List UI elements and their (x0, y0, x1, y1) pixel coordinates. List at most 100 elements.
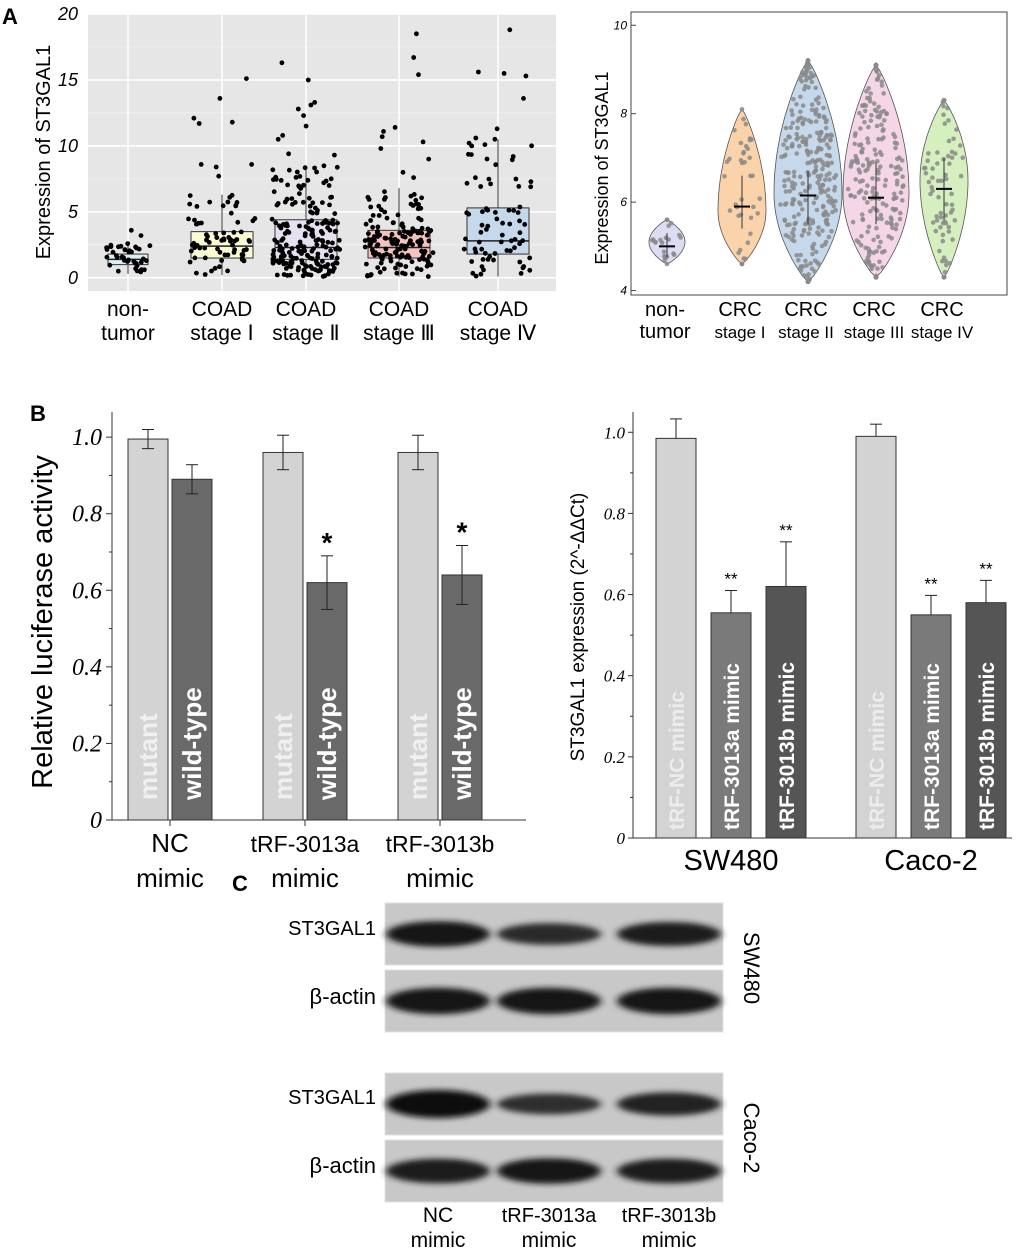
outlier-point (275, 136, 281, 142)
bars: mutant mutant mutant wild-type * wild-type * wi… (127, 428, 483, 821)
data-point (375, 224, 381, 230)
violin-point (942, 219, 947, 224)
data-point (294, 169, 300, 175)
violin-point (854, 156, 859, 162)
violin-point (784, 145, 790, 151)
violin-plot-chart: 4 6 8 10 non-tumor CRC stage I CRC stage II CRC s… (592, 11, 1008, 343)
data-point (188, 248, 194, 254)
violin-point (923, 170, 929, 176)
data-point (217, 264, 222, 270)
data-point (520, 238, 526, 244)
data-point (239, 255, 245, 261)
violin-point (816, 225, 821, 230)
violin-point (813, 249, 819, 255)
violin-point (897, 216, 903, 222)
bar-series-label: tRF-3013b mimic (976, 662, 999, 830)
violin-point (748, 215, 754, 221)
data-point (375, 242, 381, 248)
violin-point (800, 207, 805, 212)
data-point (402, 246, 408, 252)
violin-point (862, 119, 867, 125)
violin-point (930, 166, 935, 171)
violin-point (732, 127, 737, 133)
y-tick-label: 10 (614, 18, 628, 32)
data-point (382, 189, 387, 195)
data-point (508, 248, 513, 254)
data-point (400, 233, 406, 239)
data-point (306, 219, 311, 225)
data-point (219, 258, 225, 263)
data-point (270, 259, 276, 265)
violin-point (877, 115, 882, 120)
blot-band (617, 1158, 721, 1184)
violin-point (945, 153, 951, 159)
data-point (297, 191, 302, 197)
data-point (464, 180, 470, 186)
violin-point (727, 208, 733, 213)
data-point (376, 213, 382, 218)
violin-point (901, 183, 906, 188)
data-point (314, 210, 320, 216)
bar (855, 435, 897, 839)
bar-series-label: tRF-3013a mimic (921, 663, 944, 830)
data-point (327, 227, 333, 233)
blot-row-label-st3gal1-caco2: ST3GAL1 (288, 1087, 376, 1109)
violin-point (873, 62, 879, 68)
y-tick-label: 0 (68, 268, 78, 288)
violin-point (794, 131, 799, 137)
violin-point (875, 177, 881, 182)
data-point (312, 165, 317, 171)
data-point (104, 245, 109, 251)
data-point (244, 247, 249, 252)
violin-point (789, 108, 794, 113)
data-point (285, 182, 290, 188)
violin-point (884, 220, 890, 225)
data-point (290, 256, 296, 262)
violin-point (942, 269, 948, 275)
bar-series-label: wild-type (447, 687, 477, 801)
outlier-point (400, 169, 406, 175)
data-point (110, 249, 116, 255)
violin-point (868, 91, 873, 96)
outlier-point (523, 73, 529, 79)
data-point (384, 251, 389, 257)
violin-point (782, 178, 787, 183)
data-point (377, 232, 383, 238)
violin-point (957, 143, 963, 148)
outlier-point (305, 77, 311, 83)
violin-point (798, 264, 804, 269)
data-point (229, 192, 235, 198)
violin-point (825, 160, 830, 166)
violin-point (950, 207, 955, 213)
violin-point (805, 160, 810, 166)
violin-point (865, 95, 870, 101)
data-point (390, 220, 396, 226)
violin-point (866, 161, 872, 166)
violin-point (824, 142, 830, 147)
violin-point (947, 161, 952, 166)
outlier-point (295, 106, 301, 112)
violin-point (810, 246, 816, 251)
violin-point (794, 252, 799, 258)
violin-point (787, 188, 793, 194)
data-point (334, 255, 340, 261)
data-point (500, 220, 505, 226)
violin-point (893, 207, 899, 212)
data-point (304, 264, 309, 269)
violin-point (884, 111, 889, 117)
violin-point (855, 160, 861, 165)
data-point (194, 270, 199, 276)
outlier-point (510, 154, 516, 159)
violin-point (860, 217, 866, 223)
violin-point (814, 107, 819, 112)
data-point (335, 220, 340, 226)
violin-point (800, 103, 806, 108)
outlier-point (411, 55, 417, 60)
violin-point (880, 265, 885, 270)
violin-point (821, 203, 826, 209)
data-point (194, 204, 200, 209)
data-point (125, 259, 130, 264)
bar-series-label: wild-type (312, 687, 342, 801)
violin-point (860, 178, 865, 183)
violin-point (878, 239, 883, 245)
